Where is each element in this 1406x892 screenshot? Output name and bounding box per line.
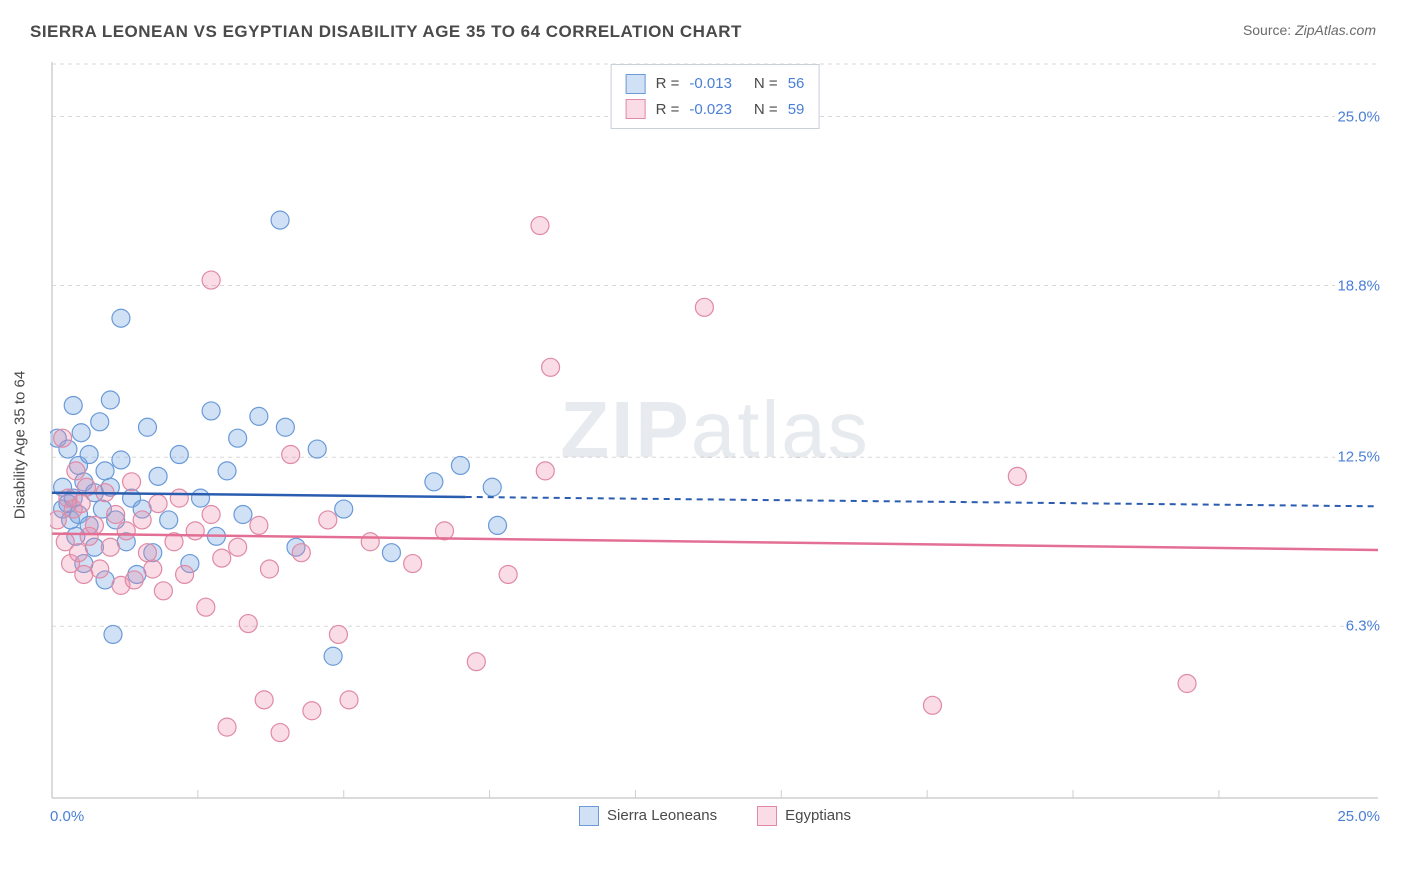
- series-label: Egyptians: [785, 807, 851, 824]
- y-tick-label: 25.0%: [1335, 108, 1382, 125]
- legend-n-label: N =: [754, 97, 778, 123]
- x-axis-min-label: 0.0%: [50, 808, 84, 825]
- x-axis-max-label: 25.0%: [1337, 808, 1380, 825]
- legend-r-value: -0.013: [689, 71, 732, 97]
- chart-title: SIERRA LEONEAN VS EGYPTIAN DISABILITY AG…: [30, 22, 742, 42]
- y-tick-label: 6.3%: [1344, 618, 1382, 635]
- legend-row: R = -0.023 N = 59: [626, 97, 805, 123]
- legend-r-value: -0.023: [689, 97, 732, 123]
- scatter-plot-svg: [50, 60, 1380, 800]
- y-tick-label: 18.8%: [1335, 277, 1382, 294]
- legend-r-label: R =: [656, 97, 680, 123]
- source-attribution: Source: ZipAtlas.com: [1243, 22, 1376, 38]
- legend-r-label: R =: [656, 71, 680, 97]
- series-legend-item: Egyptians: [757, 806, 851, 826]
- source-value: ZipAtlas.com: [1295, 22, 1376, 38]
- bottom-legend: 0.0% Sierra Leoneans Egyptians 25.0%: [50, 802, 1380, 830]
- plot-area: Disability Age 35 to 64 ZIPatlas R =-0.0…: [50, 60, 1380, 830]
- y-tick-label: 12.5%: [1335, 449, 1382, 466]
- legend-n-value: 56: [788, 71, 805, 97]
- legend-swatch: [626, 74, 646, 94]
- correlation-legend: R = -0.013 N = 56 R = -0.023 N = 59: [611, 64, 820, 129]
- legend-n-value: 59: [788, 97, 805, 123]
- legend-swatch: [757, 806, 777, 826]
- y-axis-label: Disability Age 35 to 64: [12, 371, 29, 519]
- legend-n-label: N =: [754, 71, 778, 97]
- series-label: Sierra Leoneans: [607, 807, 717, 824]
- legend-row: R = -0.013 N = 56: [626, 71, 805, 97]
- series-legend: Sierra Leoneans Egyptians: [579, 806, 851, 826]
- legend-swatch: [626, 99, 646, 119]
- series-legend-item: Sierra Leoneans: [579, 806, 717, 826]
- source-label: Source:: [1243, 22, 1291, 38]
- legend-swatch: [579, 806, 599, 826]
